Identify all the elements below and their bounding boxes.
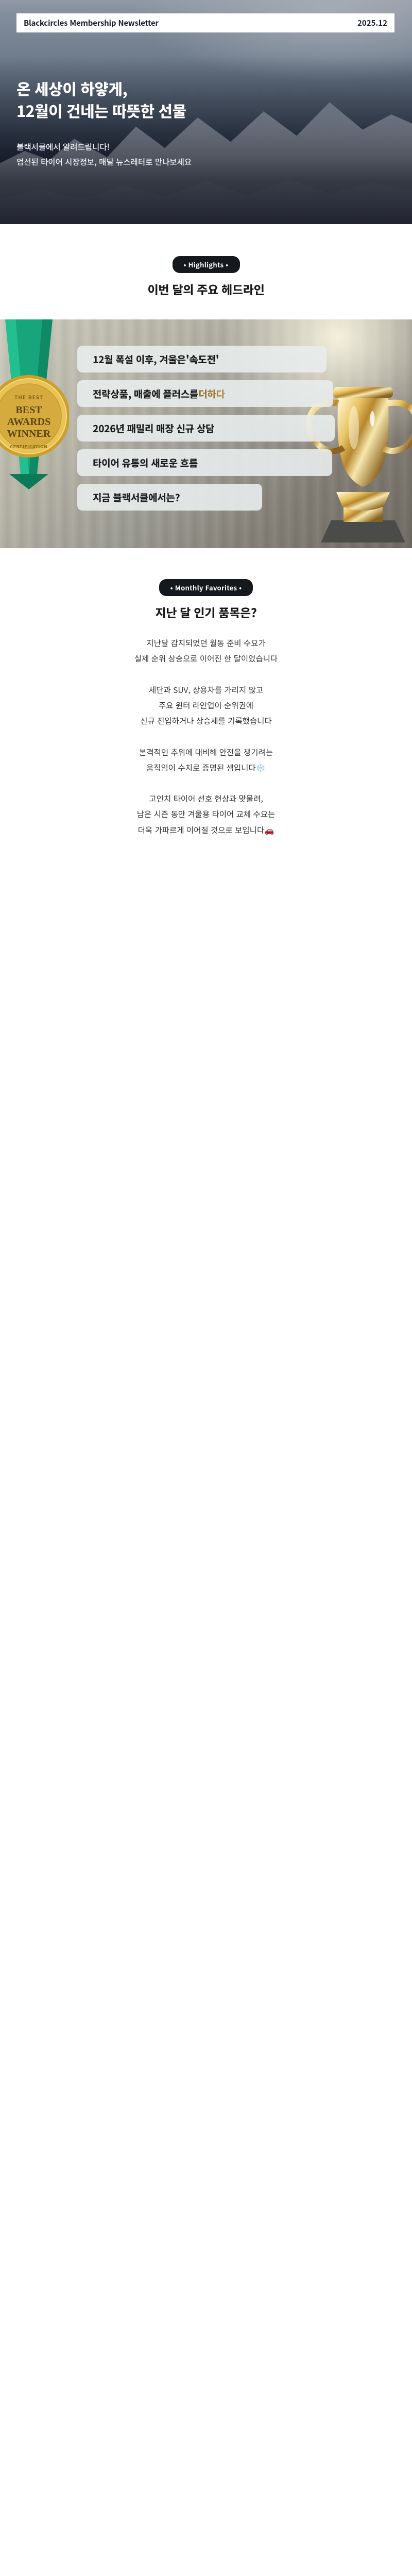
svg-text:THE BEST: THE BEST bbox=[14, 393, 43, 401]
svg-text:CERTIFICATION: CERTIFICATION bbox=[10, 444, 48, 450]
svg-text:WINNER: WINNER bbox=[7, 428, 51, 439]
svg-text:AWARDS: AWARDS bbox=[7, 416, 50, 428]
svg-text:BEST: BEST bbox=[15, 404, 42, 416]
